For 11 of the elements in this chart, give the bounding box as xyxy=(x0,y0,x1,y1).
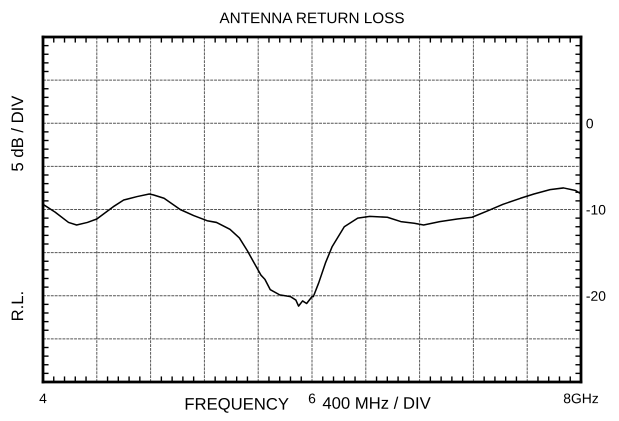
text: R.L. xyxy=(12,292,24,320)
y-tick-label: -20 xyxy=(586,291,606,301)
text: 400 MHz / DIV xyxy=(322,396,431,409)
x-tick-label: 6 xyxy=(308,393,316,404)
y-tick-label: -10 xyxy=(586,204,606,215)
y-tick-label: 0 xyxy=(586,118,594,128)
y-axis-title: 5 dB / DIV xyxy=(11,96,24,171)
chart-title: ANTENNA RETURN LOSS xyxy=(219,12,404,24)
x-tick-label: 8GHz xyxy=(564,393,598,404)
x-tick-label: 4 xyxy=(39,394,46,404)
x-axis-title: FREQUENCY xyxy=(186,398,289,413)
